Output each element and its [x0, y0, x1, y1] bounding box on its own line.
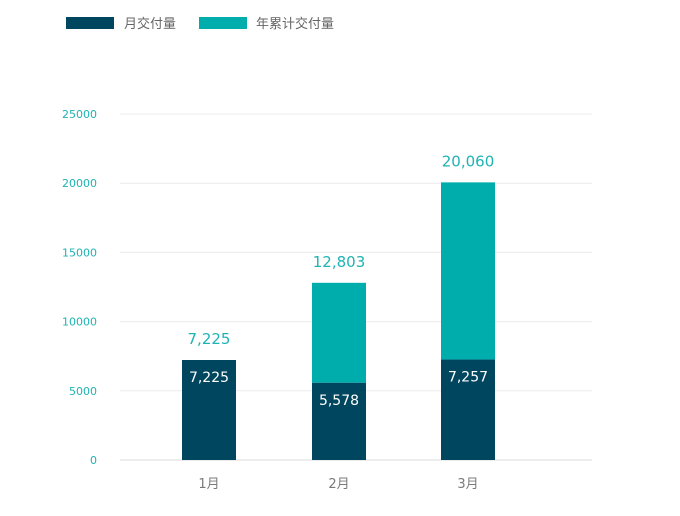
y-tick-label: 10000: [62, 316, 97, 329]
y-tick-label: 5000: [69, 385, 97, 398]
bar-monthly-1: [182, 360, 236, 460]
legend-swatch: [199, 17, 247, 29]
x-category-label: 3月: [457, 477, 478, 492]
y-tick-label: 15000: [62, 246, 97, 259]
legend-swatch: [66, 17, 114, 29]
monthly-value-label: 7,225: [189, 370, 229, 386]
y-tick-label: 20000: [62, 177, 97, 190]
y-axis: 0 5000 10000 15000 20000 25000: [62, 108, 97, 467]
cumulative-value-label: 12,803: [313, 253, 366, 271]
x-category-label: 1月: [198, 477, 219, 492]
bar-monthly-2: [312, 382, 366, 460]
y-tick-label: 0: [90, 454, 97, 467]
bars: 7,225 7,225 5,578 12,803 7,257 20,060: [182, 152, 495, 460]
legend-label: 月交付量: [124, 16, 176, 32]
cumulative-value-label: 7,225: [188, 330, 231, 348]
legend: 月交付量 年累计交付量: [66, 16, 334, 32]
bar-cumulative-3: [441, 182, 495, 360]
x-category-label: 2月: [328, 477, 349, 492]
monthly-value-label: 5,578: [319, 393, 359, 409]
monthly-value-label: 7,257: [448, 370, 488, 386]
y-tick-label: 25000: [62, 108, 97, 121]
cumulative-value-label: 20,060: [442, 152, 495, 170]
legend-label: 年累计交付量: [256, 16, 334, 32]
x-axis: 1月 2月 3月: [198, 477, 478, 492]
bar-monthly-3: [441, 359, 495, 460]
bar-cumulative-2: [312, 282, 366, 383]
